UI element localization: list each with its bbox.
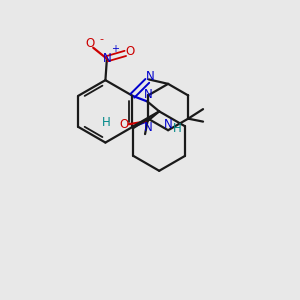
Text: H: H	[173, 122, 182, 135]
Text: +: +	[111, 44, 119, 54]
Text: -: -	[99, 34, 103, 44]
Text: O: O	[85, 38, 94, 50]
Text: N: N	[143, 88, 152, 101]
Text: N: N	[146, 70, 155, 83]
Text: H: H	[102, 116, 111, 129]
Text: N: N	[103, 52, 111, 65]
Text: O: O	[125, 45, 134, 58]
Text: O: O	[119, 118, 128, 131]
Text: N: N	[164, 118, 172, 131]
Text: N: N	[143, 121, 152, 134]
